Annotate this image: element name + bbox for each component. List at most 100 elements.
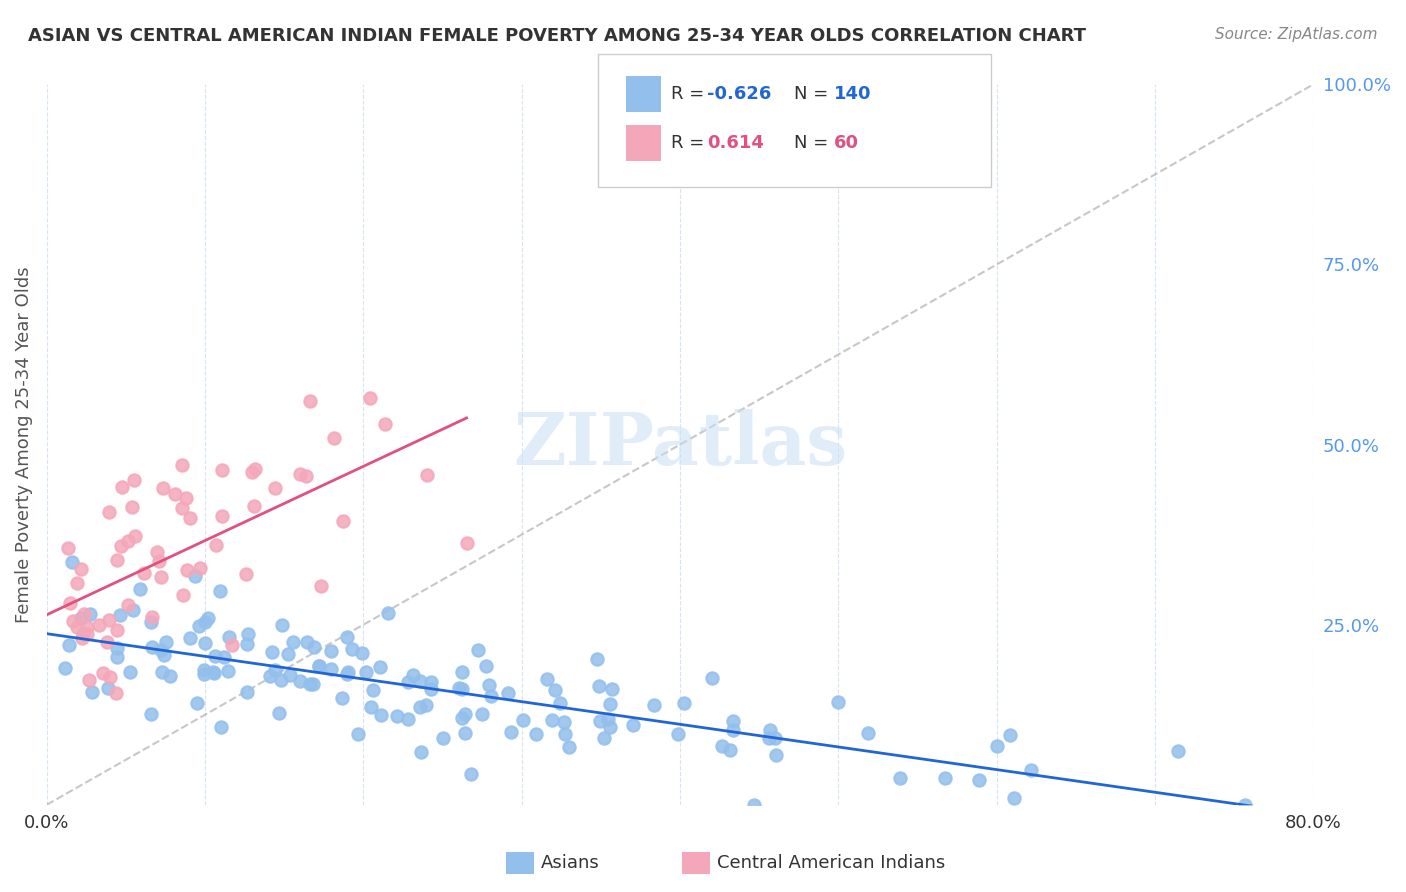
Point xyxy=(586,652,609,666)
Text: ZIPatlas: ZIPatlas xyxy=(513,409,848,480)
Text: 60: 60 xyxy=(834,134,859,152)
Point xyxy=(236,637,259,651)
Point xyxy=(666,727,689,741)
Point xyxy=(69,610,91,624)
Point xyxy=(721,723,744,738)
Point xyxy=(259,669,281,683)
Point xyxy=(598,712,620,726)
Point xyxy=(337,665,360,679)
Point xyxy=(218,630,240,644)
Point xyxy=(346,727,368,741)
Point xyxy=(672,696,695,710)
Point xyxy=(149,642,172,657)
Point xyxy=(419,682,441,697)
Point xyxy=(460,767,482,781)
Point xyxy=(385,709,408,723)
Point xyxy=(281,635,304,649)
Point xyxy=(277,647,299,661)
Point xyxy=(621,718,644,732)
Point xyxy=(889,772,911,786)
Point xyxy=(1167,743,1189,757)
Point xyxy=(105,649,128,664)
Point xyxy=(409,745,432,759)
Point xyxy=(212,650,235,665)
Point xyxy=(398,674,420,689)
Point xyxy=(370,708,392,723)
Point xyxy=(548,696,571,710)
Point xyxy=(179,511,201,525)
Point xyxy=(710,739,733,753)
Point xyxy=(148,554,170,568)
Point xyxy=(202,665,225,679)
Point xyxy=(270,618,292,632)
Point xyxy=(141,610,163,624)
Point xyxy=(454,706,477,721)
Point xyxy=(1002,791,1025,805)
Point xyxy=(165,487,187,501)
Point xyxy=(322,431,344,445)
Point xyxy=(308,658,330,673)
Point xyxy=(352,646,374,660)
Point xyxy=(221,638,243,652)
Point xyxy=(132,566,155,580)
Point xyxy=(449,681,471,696)
Point xyxy=(1233,797,1256,812)
Text: Central American Indians: Central American Indians xyxy=(717,854,945,871)
Point xyxy=(827,695,849,709)
Point xyxy=(544,683,567,698)
Point xyxy=(758,731,780,745)
Point xyxy=(553,714,575,729)
Point xyxy=(501,725,523,739)
Point xyxy=(456,536,478,550)
Point xyxy=(204,648,226,663)
Point xyxy=(56,541,79,555)
Point xyxy=(262,645,284,659)
Point xyxy=(589,714,612,728)
Point xyxy=(242,500,264,514)
Point xyxy=(593,731,616,745)
Text: N =: N = xyxy=(794,85,834,103)
Point xyxy=(124,529,146,543)
Point xyxy=(176,563,198,577)
Point xyxy=(110,539,132,553)
Point xyxy=(267,706,290,721)
Point xyxy=(121,500,143,514)
Point xyxy=(153,648,176,662)
Point xyxy=(66,619,89,633)
Point xyxy=(141,640,163,654)
Point xyxy=(536,672,558,686)
Point xyxy=(236,627,259,641)
Point xyxy=(179,632,201,646)
Point xyxy=(475,658,498,673)
Point xyxy=(209,584,232,599)
Point xyxy=(76,627,98,641)
Point xyxy=(554,727,576,741)
Point xyxy=(128,582,150,597)
Point xyxy=(332,514,354,528)
Point xyxy=(141,615,163,629)
Point xyxy=(765,747,787,762)
Text: R =: R = xyxy=(671,134,716,152)
Point xyxy=(235,566,257,581)
Point xyxy=(415,698,437,712)
Point xyxy=(471,707,494,722)
Point xyxy=(524,727,547,741)
Point xyxy=(759,723,782,737)
Point xyxy=(240,466,263,480)
Point xyxy=(186,696,208,710)
Y-axis label: Female Poverty Among 25-34 Year Olds: Female Poverty Among 25-34 Year Olds xyxy=(15,266,32,623)
Point xyxy=(70,562,93,576)
Point xyxy=(336,631,359,645)
Point xyxy=(304,640,326,655)
Point xyxy=(998,728,1021,742)
Point xyxy=(194,636,217,650)
Point xyxy=(288,673,311,688)
Point xyxy=(340,642,363,657)
Point xyxy=(194,615,217,629)
Point xyxy=(97,613,120,627)
Point xyxy=(104,686,127,700)
Point xyxy=(197,611,219,625)
Point xyxy=(986,739,1008,754)
Point xyxy=(360,699,382,714)
Point xyxy=(159,669,181,683)
